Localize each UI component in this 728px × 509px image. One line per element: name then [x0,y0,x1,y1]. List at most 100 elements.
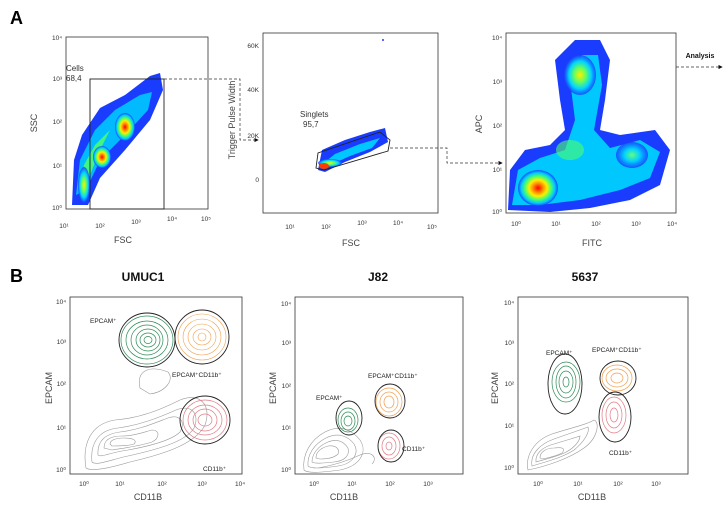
b2-ytick-3: 10³ [282,340,292,347]
singlets-gate [315,131,391,171]
a1-ytick-1: 10¹ [53,163,63,170]
b2-title: J82 [368,270,388,284]
b3-cd11b-contours [601,396,627,434]
plot-b1: UMUC1 [44,270,245,502]
a1-ytick-2: 10² [53,119,63,126]
b3-label-epcam: EPCAM⁺ [546,350,573,357]
plot-a2-density [318,39,388,172]
b1-ytick-0: 10⁰ [56,466,66,474]
cells-gate-name: Cells [66,64,84,73]
b2-double-contours [375,387,403,417]
a1-ytick-3: 10³ [53,76,63,83]
a2-ytick-0: 0 [255,177,259,184]
b2-xtick-3: 10³ [423,481,433,488]
b2-epcam-contours [337,407,359,433]
a3-ytick-3: 10³ [493,79,503,86]
b2-label-epcam: EPCAM⁺ [316,395,343,402]
a1-xlabel: FSC [114,235,133,245]
a2-xtick-0: 10¹ [285,224,295,231]
a3-xtick-2: 10² [591,221,601,228]
a3-ytick-4: 10⁴ [492,35,502,42]
a3-ytick-2: 10² [493,123,503,130]
b1-label-epcam: EPCAM⁺ [90,318,117,325]
b2-ylabel: EPCAM [268,372,278,404]
a3-xlabel: FITC [582,238,602,248]
b3-label-cd11b: CD11b⁺ [609,450,633,457]
b2-cd11b-gate [377,429,405,463]
b1-cd11b-gate [179,395,231,445]
b3-ytick-2: 10² [505,381,515,388]
analysis-label: Analysis [686,53,715,60]
b2-xlabel: CD11B [330,492,358,502]
b2-xtick-2: 10² [385,481,395,488]
b3-xtick-0: 10⁰ [533,480,543,488]
b3-ytick-3: 10³ [505,340,515,347]
a3-xtick-0: 10⁰ [511,220,521,228]
singlets-gate-value: 95,7 [303,120,319,129]
plot-a3-frame [505,32,677,214]
a3-ylabel: APC [474,114,484,133]
plot-b2-frame [294,296,464,475]
b3-ytick-4: 10⁴ [504,300,514,307]
a2-ylabel: Trigger Pulse Width [227,81,237,160]
b1-ytick-3: 10³ [57,339,67,346]
b2-epcam-gate [335,400,363,436]
b1-ylabel: EPCAM [44,372,54,404]
b3-xtick-1: 10¹ [573,481,583,488]
b1-cd11b-contours [182,399,228,441]
a2-xtick-2: 10³ [357,220,367,227]
b1-epcam-contours [120,315,174,365]
a1-xtick-0: 10¹ [59,223,69,230]
plot-b2: J82 EPCAM⁺ EPCAM⁺CD11b⁺ CD11b⁺ [268,270,464,502]
b2-double-gate [374,383,406,419]
b1-neg-contours [84,368,208,470]
b2-cd11b-contours [377,432,401,460]
b1-title: UMUC1 [122,270,165,284]
b2-xtick-0: 10⁰ [309,480,319,488]
b3-xlabel: CD11B [578,492,606,502]
b2-ytick-4: 10⁴ [281,301,291,308]
b1-double-gate [174,309,230,365]
a1-xtick-1: 10² [95,223,105,230]
b1-label-cd11b: CD11b⁺ [203,466,227,473]
b2-ytick-2: 10² [282,383,292,390]
b3-ytick-0: 10⁰ [504,464,514,472]
b1-xtick-0: 10⁰ [79,480,89,488]
a2-xtick-3: 10⁴ [393,220,403,227]
plot-a2: Singlets 95,7 0 20K 40K 60K 10¹ 10² 10³ … [227,32,439,248]
a2-xtick-4: 10⁵ [427,224,437,231]
plot-a1: Cells 68,4 10⁰ 10¹ 10² 10³ 10⁴ 10¹ 10² 1… [29,35,211,245]
b1-xtick-3: 10³ [197,481,207,488]
a2-xlabel: FSC [342,238,361,248]
b3-ytick-1: 10¹ [505,423,515,430]
panel-a-letter: A [10,8,23,28]
a3-ytick-1: 10¹ [493,167,503,174]
plot-a2-frame [262,32,439,214]
plot-a3: 10⁰ 10¹ 10² 10³ 10⁴ 10⁰ 10¹ 10² 10³ 10⁴ … [474,32,677,248]
b3-xtick-2: 10² [613,481,623,488]
b1-xtick-1: 10¹ [115,481,125,488]
b2-label-cd11b: CD11b⁺ [402,446,426,453]
plot-b1-frame [69,296,243,475]
connector-2-3 [390,147,503,166]
a1-xtick-2: 10³ [131,219,141,226]
b1-label-double: EPCAM⁺CD11b⁺ [172,372,222,379]
b2-ytick-1: 10¹ [282,425,292,432]
b1-ytick-1: 10¹ [57,425,67,432]
b3-neg-contours [527,419,598,471]
b1-xtick-4: 10⁴ [235,481,245,488]
b2-neg-contours [303,428,375,473]
a2-xtick-1: 10² [321,224,331,231]
b3-epcam-gate [547,353,583,415]
singlets-gate-name: Singlets [300,110,328,119]
a2-ytick-1: 20K [247,133,259,140]
b2-label-double: EPCAM⁺CD11b⁺ [368,373,418,380]
b1-xtick-2: 10² [157,481,167,488]
a3-xtick-4: 10⁴ [667,221,677,228]
b3-xtick-3: 10³ [651,481,661,488]
b3-double-contours [601,364,633,392]
connector-1-2 [164,78,259,143]
b3-title: 5637 [572,270,599,284]
a3-xtick-3: 10³ [631,221,641,228]
